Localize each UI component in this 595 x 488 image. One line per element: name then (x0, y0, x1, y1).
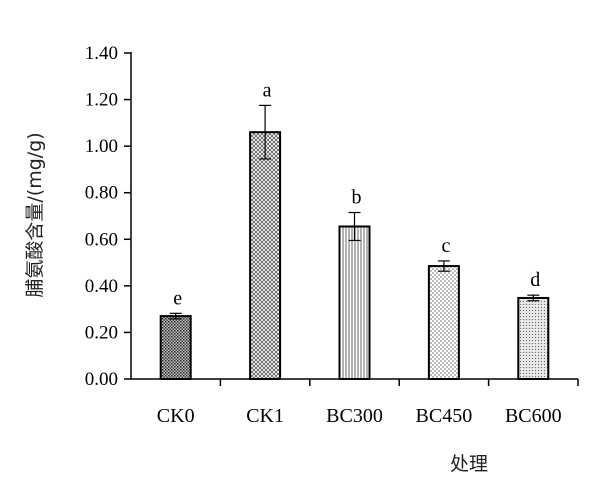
error-bar-ck1 (259, 104, 272, 160)
significance-letter-bc600: d (530, 269, 540, 291)
category-labels: CK0 CK1 BC300 BC450 BC600 (157, 405, 562, 427)
significance-letters: e a b c d (173, 79, 540, 309)
bars (159, 131, 550, 381)
y-tick-label: 0.00 (85, 369, 118, 390)
significance-letter-ck0: e (173, 287, 182, 309)
y-tick-label: 0.80 (85, 183, 118, 204)
error-bar-bc600 (527, 294, 540, 302)
x-axis-label: 处理 (450, 453, 488, 475)
category-label-bc600: BC600 (505, 405, 562, 427)
y-axis-label: 脯氨酸含量/(mg/g) (24, 132, 46, 297)
category-label-ck0: CK0 (157, 405, 195, 427)
y-tick-label: 1.40 (85, 43, 118, 64)
y-tick-label: 1.00 (85, 136, 118, 157)
significance-letter-ck1: a (263, 79, 272, 101)
error-bars (169, 104, 540, 320)
significance-letter-bc300: b (352, 187, 362, 209)
bar-bc300 (338, 225, 371, 380)
category-label-bc300: BC300 (326, 405, 383, 427)
y-tick-label: 1.20 (85, 90, 118, 111)
y-ticks: 0.00 0.20 0.40 0.60 0.80 1.00 1.20 1.40 (85, 43, 131, 390)
bar-bc600 (517, 296, 550, 381)
bar-ck0 (159, 315, 192, 380)
y-tick-label: 0.40 (85, 276, 118, 297)
significance-letter-bc450: c (441, 235, 450, 257)
y-tick-label: 0.20 (85, 322, 118, 343)
y-tick-label: 0.60 (85, 229, 118, 250)
category-label-ck1: CK1 (246, 405, 284, 427)
error-bar-bc450 (437, 260, 450, 272)
error-bar-ck0 (169, 312, 182, 320)
x-ticks (219, 379, 579, 386)
bar-ck1 (249, 131, 282, 380)
category-label-bc450: BC450 (416, 405, 473, 427)
bar-bc450 (427, 265, 460, 381)
error-bar-bc300 (348, 211, 361, 242)
